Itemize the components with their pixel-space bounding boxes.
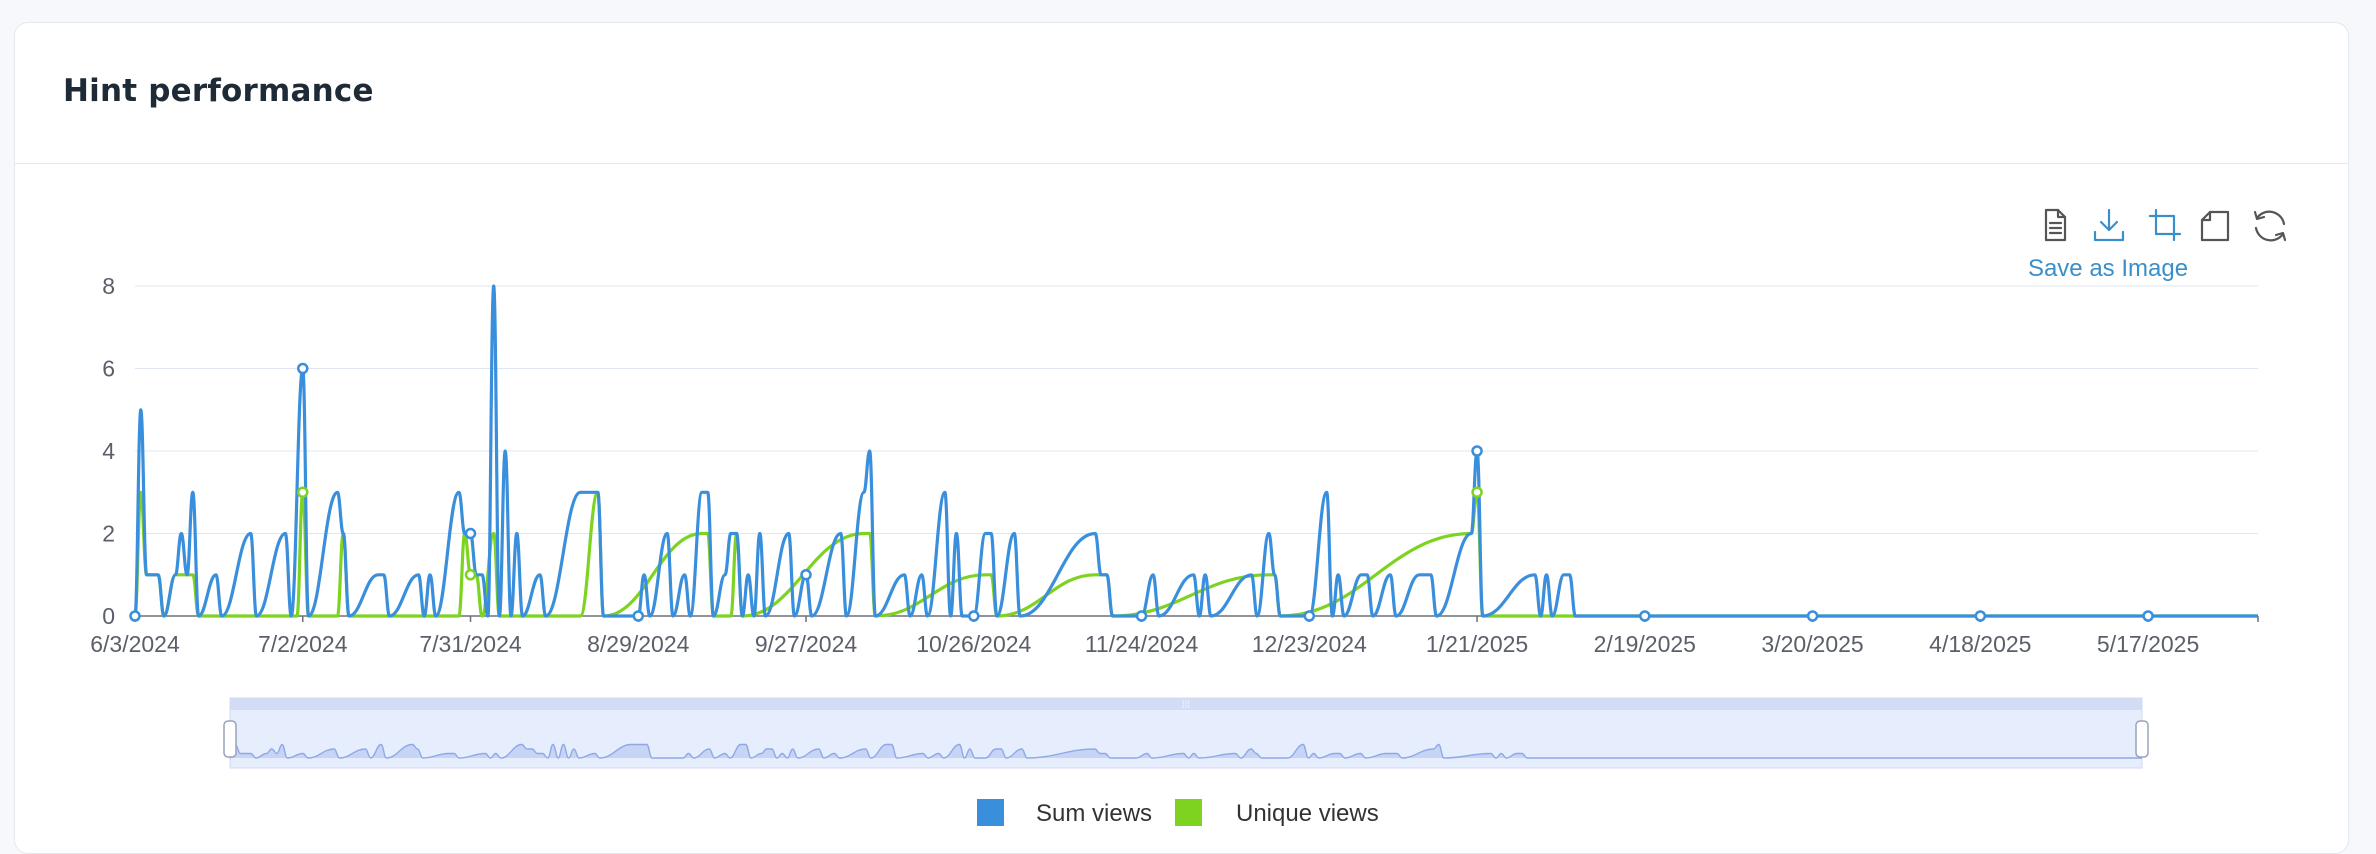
sum-views-marker[interactable] (968, 610, 980, 622)
legend-label-unique: Unique views (1236, 800, 1379, 827)
zoom-handle-left[interactable] (223, 720, 237, 758)
x-tick-label: 9/27/2024 (755, 631, 858, 657)
unique-views-marker[interactable] (1471, 486, 1483, 498)
zoom-handle-right[interactable] (2135, 720, 2149, 758)
grid-lines (135, 285, 2258, 617)
sum-views-marker[interactable] (464, 527, 477, 540)
x-tick-label: 7/2/2024 (258, 631, 348, 657)
legend-swatch-sum (977, 799, 1004, 826)
x-axis-ticks: 6/3/2024 7/2/2024 7/31/2024 8/29/2024 9/27/2… (90, 616, 2259, 657)
sum-views-marker[interactable] (632, 610, 645, 622)
y-tick-label: 0 (102, 603, 115, 629)
y-axis-ticks: 0 2 4 6 8 (102, 273, 115, 629)
zoom-back-icon[interactable] (2200, 210, 2230, 242)
sum-views-marker[interactable] (297, 362, 309, 375)
sum-views-marker[interactable] (1303, 610, 1316, 622)
series-markers (129, 362, 2154, 622)
chart-toolbox: Save as Image (2028, 208, 2287, 282)
x-tick-label: 12/23/2024 (1252, 631, 1367, 657)
card-header: Hint performance (15, 23, 2348, 164)
x-tick-label: 5/17/2025 (2097, 631, 2199, 657)
legend-swatch-unique (1175, 799, 1202, 826)
save-as-image-label: Save as Image (2028, 255, 2188, 282)
zoom-preview-area (229, 743, 2142, 759)
download-icon[interactable] (2093, 208, 2125, 242)
y-tick-label: 8 (102, 273, 115, 299)
sum-views-marker[interactable] (129, 610, 141, 622)
series-line-sum-views[interactable] (133, 284, 2258, 618)
zoom-select-icon[interactable] (2148, 208, 2182, 242)
unique-views-marker[interactable] (297, 486, 309, 498)
sum-views-marker[interactable] (2142, 610, 2154, 622)
zoom-move-bar[interactable] (230, 698, 2142, 710)
zoom-preview-line (229, 743, 2142, 759)
chart-legend: Sum views Unique views (977, 799, 1379, 827)
x-tick-label: 8/29/2024 (587, 631, 690, 657)
sum-views-marker[interactable] (1639, 610, 1651, 622)
restore-icon[interactable] (2253, 210, 2287, 242)
x-tick-label: 11/24/2024 (1085, 631, 1199, 657)
card-title: Hint performance (63, 73, 374, 109)
sum-views-marker[interactable] (1135, 610, 1148, 622)
unique-views-marker[interactable] (464, 569, 477, 581)
x-tick-label: 4/18/2025 (1929, 631, 2031, 657)
y-tick-label: 4 (102, 438, 115, 464)
sum-views-marker[interactable] (800, 569, 812, 581)
x-tick-label: 3/20/2025 (1761, 631, 1863, 657)
zoom-move-grip-icon: ⁞⁞⁞ (1182, 700, 1190, 711)
data-zoom-slider[interactable]: ⁞⁞⁞ (223, 697, 2149, 769)
series-lines (133, 284, 2258, 618)
x-tick-label: 1/21/2025 (1426, 631, 1528, 657)
x-tick-label: 6/3/2024 (90, 631, 180, 657)
legend-item-unique-views[interactable]: Unique views (1175, 799, 1379, 827)
y-tick-label: 6 (102, 356, 115, 382)
legend-label-sum: Sum views (1036, 800, 1152, 827)
sum-views-marker[interactable] (1806, 610, 1819, 622)
legend-item-sum-views[interactable]: Sum views (977, 799, 1152, 827)
y-tick-label: 2 (102, 521, 115, 547)
x-tick-label: 2/19/2025 (1594, 631, 1696, 657)
x-tick-label: 10/26/2024 (916, 631, 1031, 657)
x-tick-label: 7/31/2024 (419, 631, 522, 657)
sum-views-marker[interactable] (1471, 445, 1483, 457)
hint-performance-chart[interactable]: 0 2 4 6 8 6/3/2024 7/2/2024 7/31/2024 8/29/2024… (0, 0, 2376, 835)
data-view-icon[interactable] (2044, 208, 2067, 242)
sum-views-marker[interactable] (1974, 610, 1987, 622)
zoom-preview-fill (230, 744, 2142, 758)
